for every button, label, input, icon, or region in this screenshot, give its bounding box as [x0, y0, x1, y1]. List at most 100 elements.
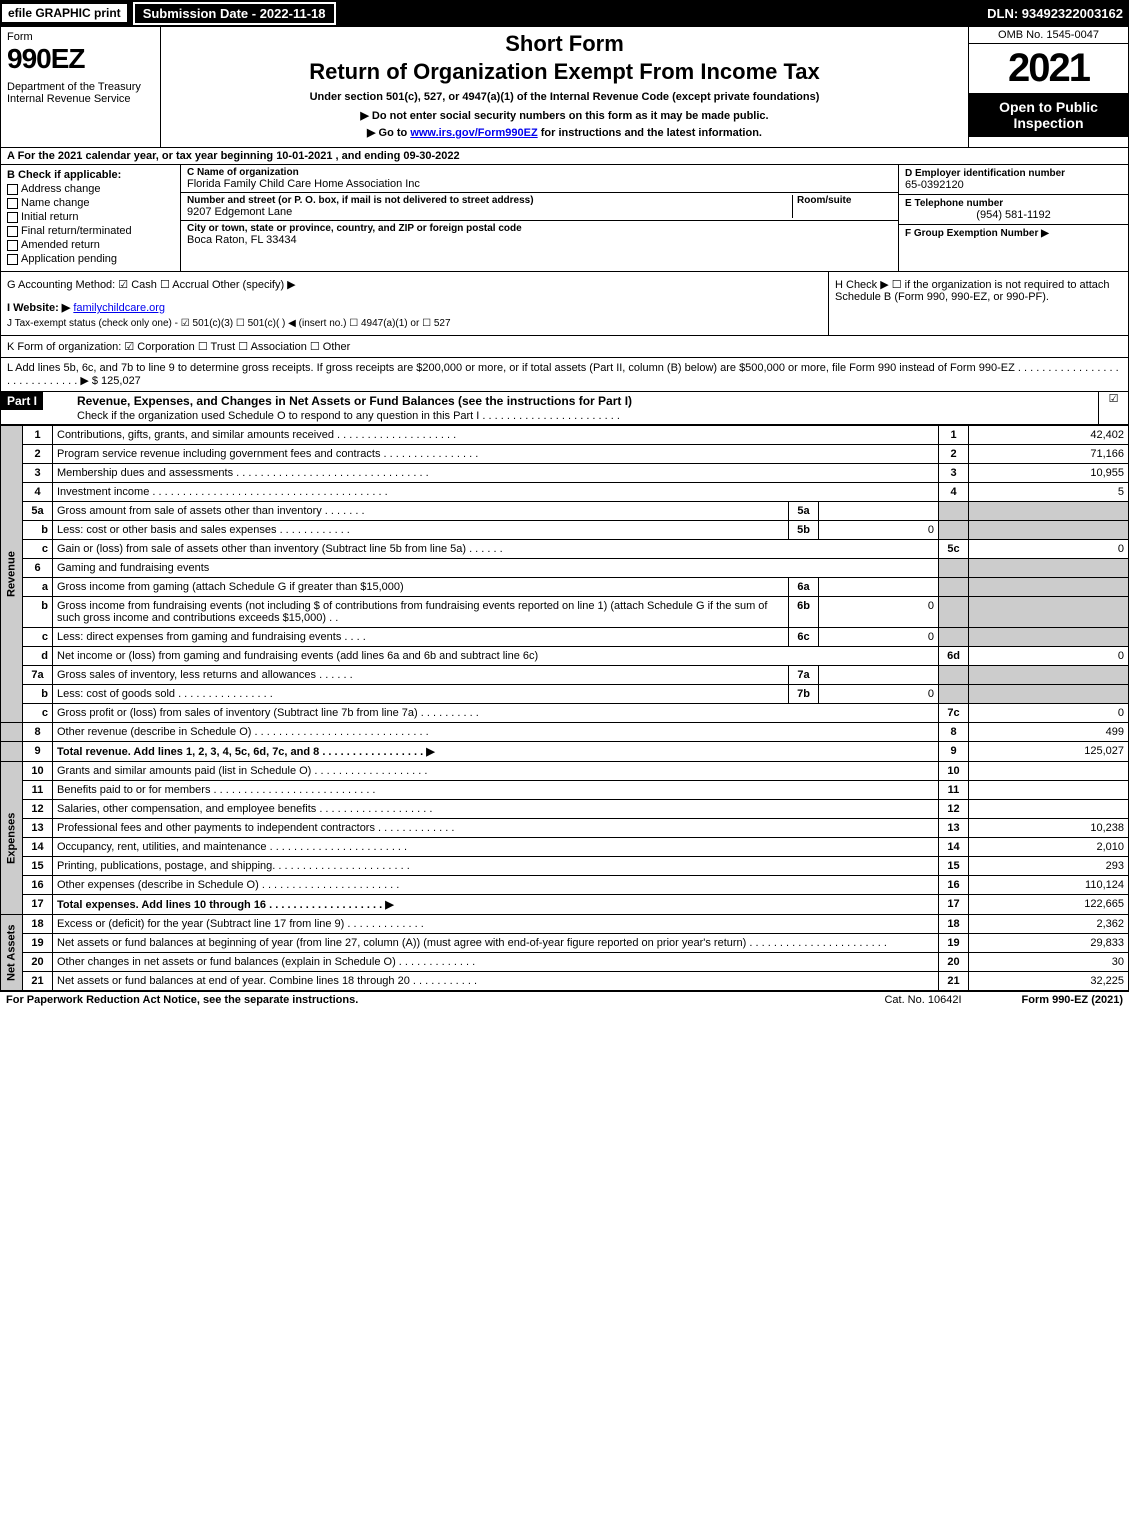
line-6a-desc: Gross income from gaming (attach Schedul… — [53, 578, 789, 597]
section-i: I Website: ▶ familychildcare.org — [7, 301, 822, 314]
line-5b-desc: Less: cost or other basis and sales expe… — [53, 521, 789, 540]
line-18-val: 2,362 — [969, 915, 1129, 934]
line-8-desc: Other revenue (describe in Schedule O) .… — [53, 723, 939, 742]
subtitle: Under section 501(c), 527, or 4947(a)(1)… — [167, 91, 962, 103]
line-7b-desc: Less: cost of goods sold . . . . . . . .… — [53, 685, 789, 704]
accounting-method: G Accounting Method: ☑ Cash ☐ Accrual Ot… — [7, 278, 822, 291]
city: Boca Raton, FL 33434 — [187, 234, 892, 246]
section-h: H Check ▶ ☐ if the organization is not r… — [828, 272, 1128, 335]
section-b-label: B Check if applicable: — [7, 169, 174, 181]
chk-amended-return[interactable]: Amended return — [7, 239, 174, 251]
ein-label: D Employer identification number — [905, 168, 1122, 179]
section-c: C Name of organization Florida Family Ch… — [181, 165, 898, 271]
line-11-desc: Benefits paid to or for members . . . . … — [53, 781, 939, 800]
revenue-side-label: Revenue — [1, 426, 23, 723]
chk-application-pending[interactable]: Application pending — [7, 253, 174, 265]
line-1-rnum: 1 — [939, 426, 969, 445]
footer-formno: Form 990-EZ (2021) — [1022, 994, 1123, 1006]
title-short-form: Short Form — [167, 31, 962, 57]
header-center: Short Form Return of Organization Exempt… — [161, 27, 968, 147]
irs-link[interactable]: www.irs.gov/Form990EZ — [410, 127, 537, 139]
line-17-val: 122,665 — [969, 895, 1129, 915]
tax-year: 2021 — [969, 44, 1128, 93]
efile-label: efile GRAPHIC print — [0, 2, 129, 24]
line-3-val: 10,955 — [969, 464, 1129, 483]
row-gh: G Accounting Method: ☑ Cash ☐ Accrual Ot… — [0, 272, 1129, 336]
line-5c-val: 0 — [969, 540, 1129, 559]
section-a-text: A For the 2021 calendar year, or tax yea… — [7, 150, 460, 162]
form-header: Form 990EZ Department of the Treasury In… — [0, 26, 1129, 148]
line-8-val: 499 — [969, 723, 1129, 742]
line-6-desc: Gaming and fundraising events — [53, 559, 939, 578]
line-12-val — [969, 800, 1129, 819]
line-14-val: 2,010 — [969, 838, 1129, 857]
line-7c-desc: Gross profit or (loss) from sales of inv… — [53, 704, 939, 723]
line-6d-desc: Net income or (loss) from gaming and fun… — [53, 647, 939, 666]
header-right: OMB No. 1545-0047 2021 Open to Public In… — [968, 27, 1128, 147]
line-12-desc: Salaries, other compensation, and employ… — [53, 800, 939, 819]
form-number: 990EZ — [7, 43, 154, 75]
section-a: A For the 2021 calendar year, or tax yea… — [0, 148, 1129, 165]
part1-label: Part I — [1, 392, 43, 410]
part1-check[interactable]: ☑ — [1098, 392, 1128, 424]
line-3-desc: Membership dues and assessments . . . . … — [53, 464, 939, 483]
chk-initial-return[interactable]: Initial return — [7, 211, 174, 223]
footer: For Paperwork Reduction Act Notice, see … — [0, 991, 1129, 1008]
line-5c-desc: Gain or (loss) from sale of assets other… — [53, 540, 939, 559]
line-5a-inval — [819, 502, 939, 521]
header-left: Form 990EZ Department of the Treasury In… — [1, 27, 161, 147]
city-label: City or town, state or province, country… — [187, 223, 892, 234]
line-13-val: 10,238 — [969, 819, 1129, 838]
line-5a-desc: Gross amount from sale of assets other t… — [53, 502, 789, 521]
line-16-val: 110,124 — [969, 876, 1129, 895]
line-19-desc: Net assets or fund balances at beginning… — [53, 934, 939, 953]
note-goto: ▶ Go to www.irs.gov/Form990EZ for instru… — [167, 126, 962, 139]
expenses-side-label: Expenses — [1, 762, 23, 915]
line-7a-inval — [819, 666, 939, 685]
room-label: Room/suite — [797, 195, 892, 206]
section-g: G Accounting Method: ☑ Cash ☐ Accrual Ot… — [1, 272, 828, 335]
section-l: L Add lines 5b, 6c, and 7b to line 9 to … — [0, 358, 1129, 392]
top-bar: efile GRAPHIC print Submission Date - 20… — [0, 0, 1129, 26]
submission-date: Submission Date - 2022-11-18 — [133, 2, 336, 25]
line-6b-desc: Gross income from fundraising events (no… — [53, 597, 789, 628]
line-6a-inval — [819, 578, 939, 597]
section-k: K Form of organization: ☑ Corporation ☐ … — [0, 336, 1129, 358]
phone-label: E Telephone number — [905, 198, 1122, 209]
note-ssn: ▶ Do not enter social security numbers o… — [167, 109, 962, 122]
phone: (954) 581-1192 — [905, 209, 1122, 221]
website-link[interactable]: familychildcare.org — [73, 302, 165, 314]
line-15-desc: Printing, publications, postage, and shi… — [53, 857, 939, 876]
chk-name-change[interactable]: Name change — [7, 197, 174, 209]
omb-number: OMB No. 1545-0047 — [969, 27, 1128, 44]
line-6c-inval: 0 — [819, 628, 939, 647]
line-10-desc: Grants and similar amounts paid (list in… — [53, 762, 939, 781]
line-15-val: 293 — [969, 857, 1129, 876]
line-11-val — [969, 781, 1129, 800]
line-6b-inval: 0 — [819, 597, 939, 628]
chk-address-change[interactable]: Address change — [7, 183, 174, 195]
line-20-desc: Other changes in net assets or fund bala… — [53, 953, 939, 972]
line-9-desc: Total revenue. Add lines 1, 2, 3, 4, 5c,… — [53, 742, 939, 762]
form-label: Form — [7, 31, 154, 43]
footer-notice: For Paperwork Reduction Act Notice, see … — [6, 994, 358, 1006]
part1-header: Part I Revenue, Expenses, and Changes in… — [0, 392, 1129, 425]
group-exemption-label: F Group Exemption Number ▶ — [905, 228, 1122, 239]
line-2-desc: Program service revenue including govern… — [53, 445, 939, 464]
ein: 65-0392120 — [905, 179, 1122, 191]
section-def: D Employer identification number 65-0392… — [898, 165, 1128, 271]
chk-final-return[interactable]: Final return/terminated — [7, 225, 174, 237]
line-1-desc: Contributions, gifts, grants, and simila… — [53, 426, 939, 445]
row-bcd: B Check if applicable: Address change Na… — [0, 165, 1129, 272]
street-label: Number and street (or P. O. box, if mail… — [187, 195, 792, 206]
section-j: J Tax-exempt status (check only one) - ☑… — [7, 318, 822, 329]
line-10-val — [969, 762, 1129, 781]
part1-table: Revenue 1 Contributions, gifts, grants, … — [0, 425, 1129, 991]
line-1-num: 1 — [23, 426, 53, 445]
street: 9207 Edgemont Lane — [187, 206, 792, 218]
department-label: Department of the Treasury Internal Reve… — [7, 81, 154, 105]
line-13-desc: Professional fees and other payments to … — [53, 819, 939, 838]
line-4-desc: Investment income . . . . . . . . . . . … — [53, 483, 939, 502]
line-17-desc: Total expenses. Add lines 10 through 16 … — [53, 895, 939, 915]
line-21-val: 32,225 — [969, 972, 1129, 991]
